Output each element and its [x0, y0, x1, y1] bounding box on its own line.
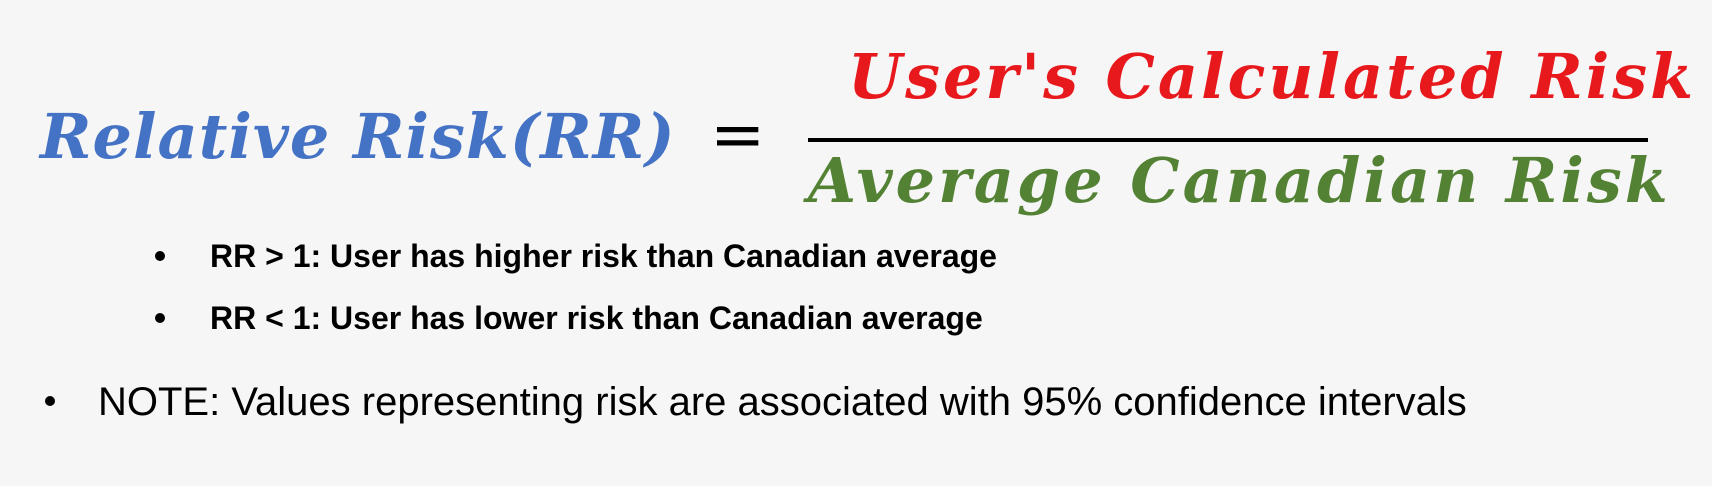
note-text: NOTE: Values representing risk are assoc…: [98, 380, 1467, 424]
list-item-text: RR < 1: User has lower risk than Canadia…: [210, 300, 983, 336]
bullet-icon: [45, 396, 55, 406]
fraction-numerator: User's Calculated Risk: [848, 40, 1697, 113]
equals-sign: =: [710, 96, 766, 173]
equation-lhs: Relative Risk(RR): [40, 100, 676, 173]
fraction: User's Calculated Risk Average Canadian …: [788, 40, 1708, 230]
list-item-text: RR > 1: User has higher risk than Canadi…: [210, 238, 997, 274]
bullet-icon: [155, 313, 165, 323]
relative-risk-equation: Relative Risk(RR) = User's Calculated Ri…: [40, 40, 1700, 230]
bullet-icon: [155, 251, 165, 261]
fraction-denominator: Average Canadian Risk: [808, 144, 1671, 217]
fraction-bar: [808, 138, 1648, 142]
